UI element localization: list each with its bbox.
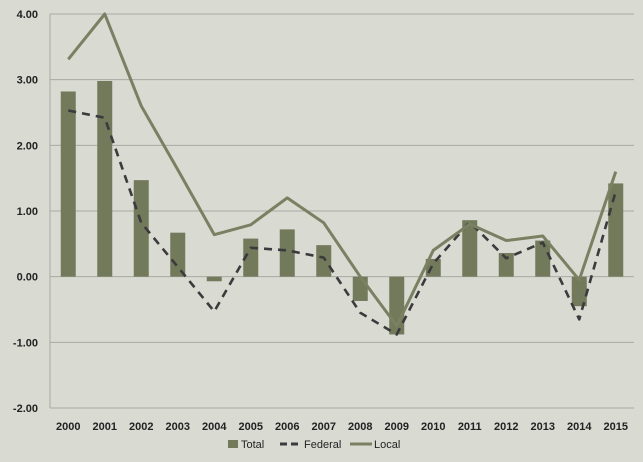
bar-total (316, 245, 332, 277)
bar-total (571, 276, 587, 307)
bar-total (535, 240, 551, 277)
x-tick-label: 2005 (239, 421, 263, 433)
x-tick-label: 2006 (275, 421, 299, 433)
bar-total (206, 276, 222, 282)
line-local (67, 12, 618, 328)
y-tick-label: -1.00 (13, 337, 38, 349)
y-tick-label: 2.00 (17, 140, 38, 152)
bar-total (170, 232, 186, 277)
bar-total (97, 80, 113, 277)
legend-label-local: Local (374, 439, 400, 451)
x-tick-label: 2004 (202, 421, 227, 433)
x-tick-label: 2009 (385, 421, 409, 433)
x-tick-label: 2010 (421, 421, 445, 433)
x-tick-label: 2013 (531, 421, 555, 433)
y-tick-label: -2.00 (13, 403, 38, 415)
x-tick-label: 2007 (312, 421, 336, 433)
x-tick-label: 2002 (129, 421, 153, 433)
bar-total (133, 180, 149, 277)
x-tick-label: 2001 (93, 421, 117, 433)
legend-label-total: Total (241, 439, 264, 451)
bar-total (352, 276, 368, 301)
x-tick-label: 2008 (348, 421, 372, 433)
bar-total (60, 91, 76, 277)
x-tick-label: 2014 (567, 421, 592, 433)
legend-swatch-total (228, 440, 238, 448)
legend-label-federal: Federal (304, 439, 341, 451)
x-tick-label: 2000 (56, 421, 80, 433)
x-tick-label: 2012 (494, 421, 518, 433)
x-tick-label: 2015 (604, 421, 628, 433)
x-tick-label: 2011 (458, 421, 482, 433)
y-tick-label: 3.00 (17, 75, 38, 87)
y-tick-label: 1.00 (17, 206, 38, 218)
bar-total (462, 220, 478, 277)
bar-total (279, 229, 295, 277)
y-tick-label: 0.00 (17, 272, 38, 284)
bar-total (498, 253, 514, 277)
bar-total (608, 183, 624, 277)
y-tick-label: 4.00 (17, 9, 38, 21)
x-tick-label: 2003 (166, 421, 190, 433)
